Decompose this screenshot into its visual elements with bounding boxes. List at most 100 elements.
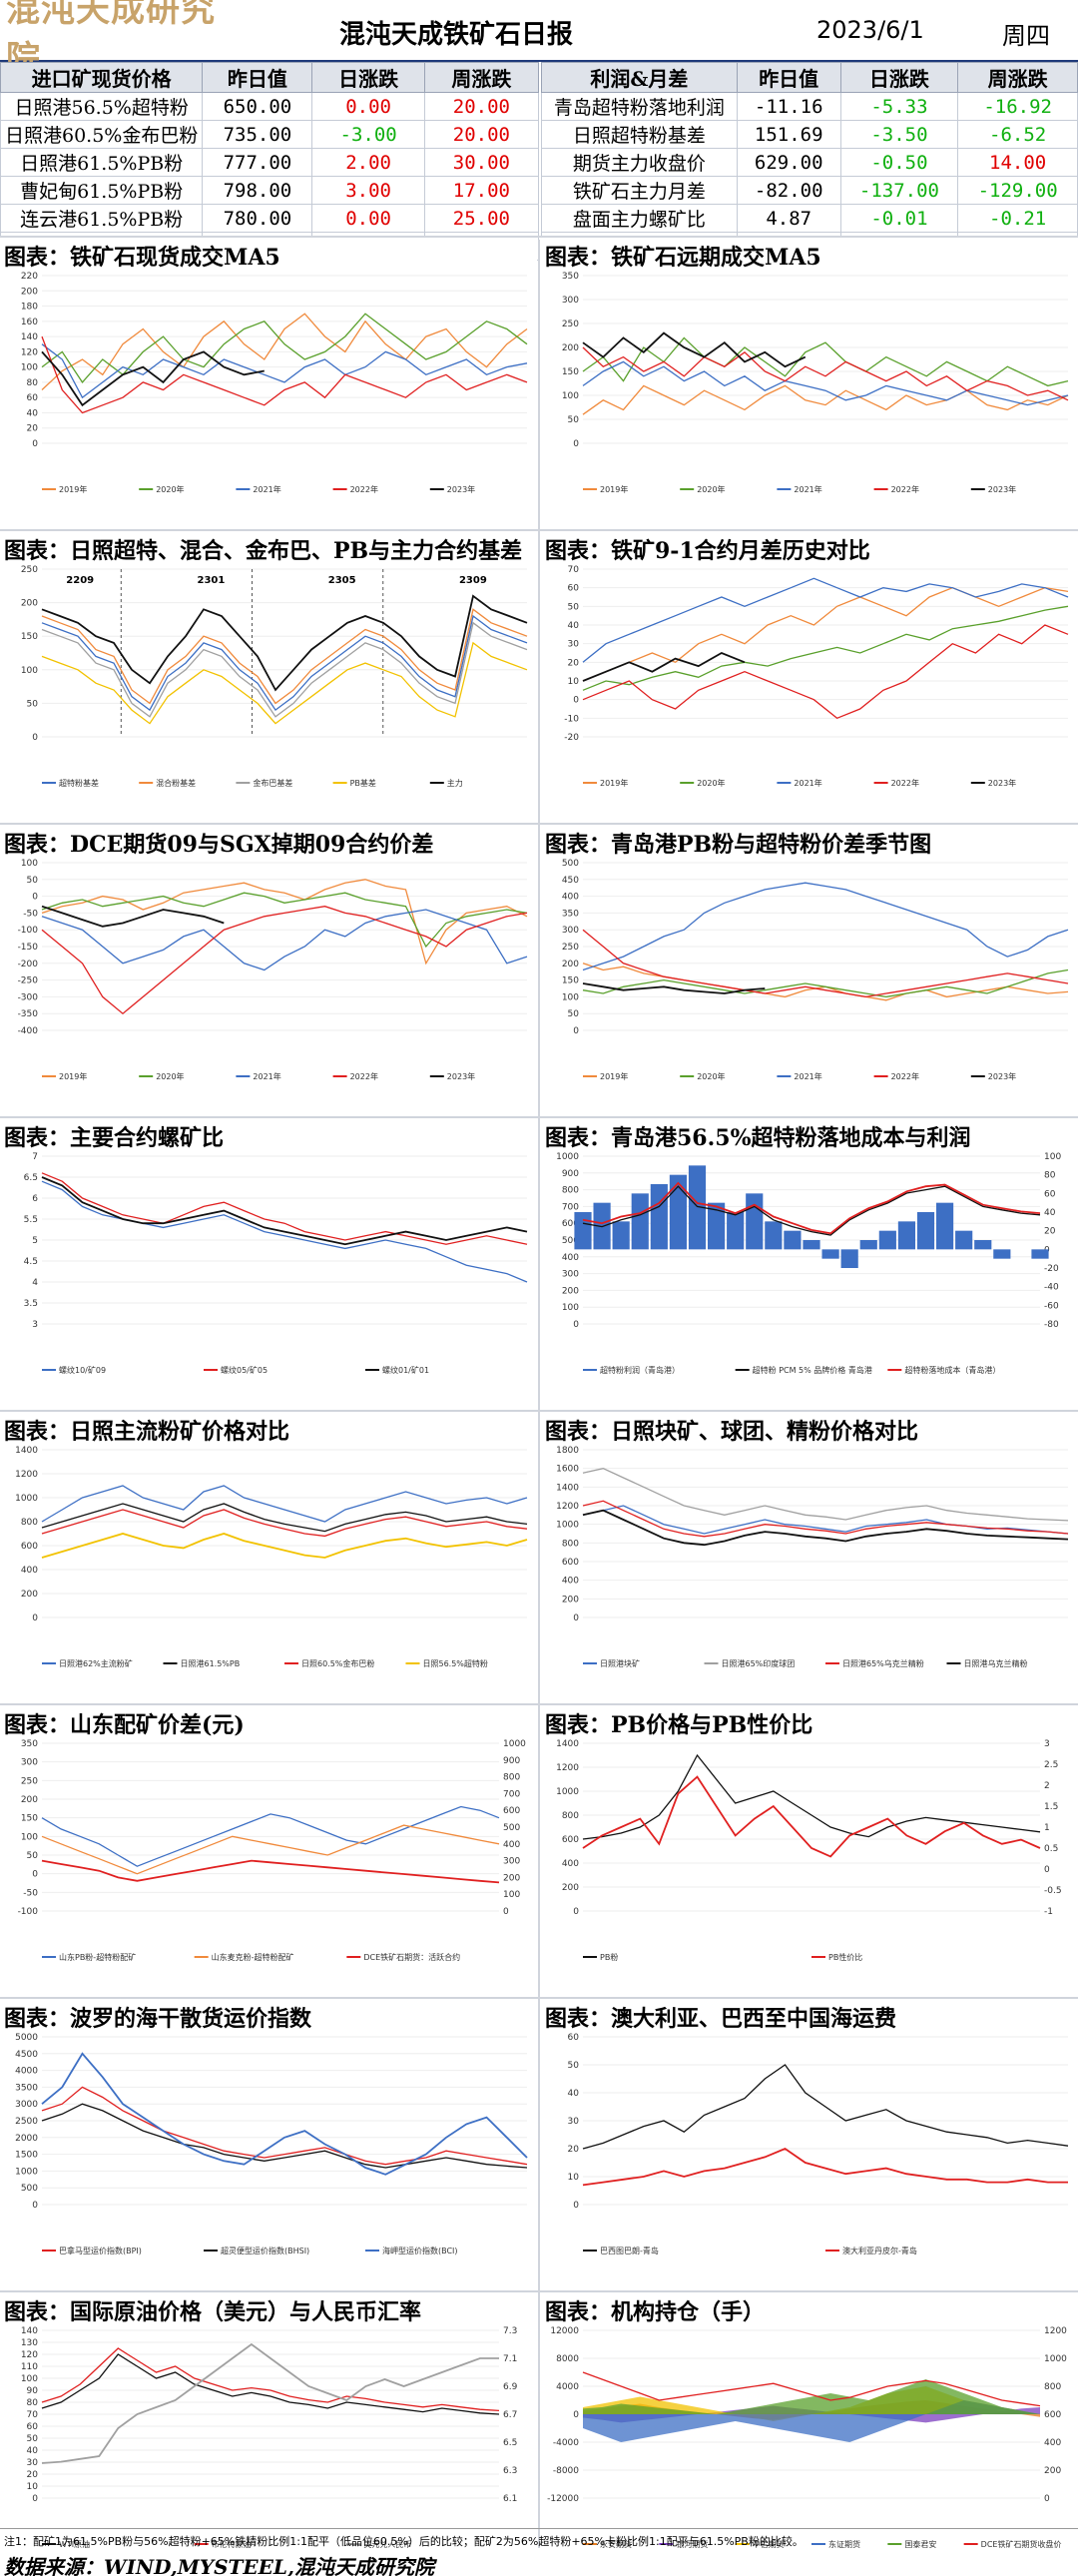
y-tick-label: 150: [562, 367, 579, 377]
series-line-0: [582, 1753, 1041, 1840]
y-tick-label: 150: [21, 632, 38, 642]
y2-tick-label: 0: [1044, 1865, 1050, 1875]
chart-svg: -400 -350 -300 -250 -200 -150 -100 -50 0 50 100 201…: [18, 859, 528, 1081]
y-tick-label: 200: [562, 960, 579, 969]
chart-panel-c3: 图表：日照超特、混合、金布巴、PB与主力合约基差 0 50 100 150 200 250 2…: [0, 531, 537, 799]
y-tick-label: 0: [32, 733, 38, 743]
y-tick-label: 0: [573, 2410, 579, 2420]
y-tick-label: 10: [568, 677, 580, 687]
report-footer: 注1：配矿1为61.5%PB粉与56%超特粉+65%铁精粉比例1:1配平（低品位…: [0, 2528, 1078, 2576]
series-line-0: [41, 2086, 528, 2166]
y-tick-label: 200: [562, 343, 579, 353]
y-tick-label: 130: [21, 2338, 38, 2348]
series-line-0: [41, 1485, 528, 1523]
y2-tick-label: 800: [1044, 2382, 1061, 2392]
y2-tick-label: 6.1: [503, 2494, 517, 2504]
profit-bar: [974, 1240, 992, 1250]
legend-label: 布伦特原油: [212, 2539, 252, 2549]
chart-panel-c15: 图表：国际原油价格（美元）与人民币汇率 0 10 20 30 40 50 60 70 80 90 10…: [0, 2292, 537, 2560]
legend-label: 2021年: [794, 484, 821, 494]
row-name: 日照港56.5%超特粉: [0, 92, 204, 121]
profit-bar: [688, 1165, 707, 1250]
y-tick-label: 80: [27, 2398, 39, 2408]
y-tick-label: 2500: [15, 2117, 38, 2127]
y2-tick-label: 1: [1044, 1823, 1050, 1833]
row-daily-change: -137.00: [839, 176, 959, 205]
footer-note: 注1：配矿1为61.5%PB粉与56%超特粉+65%铁精粉比例1:1配平（低品位…: [4, 2535, 804, 2548]
y-tick-label: 220: [21, 272, 38, 282]
profit-bar: [612, 1221, 630, 1250]
legend-label: 永安期货: [600, 2539, 632, 2549]
y-tick-label: 5.5: [24, 1215, 38, 1225]
y2-tick-label: -80: [1044, 1320, 1059, 1330]
y-tick-label: 20: [568, 2145, 580, 2155]
row-value: 780.00: [202, 204, 313, 233]
y-tick-label: 50: [27, 876, 39, 886]
y-tick-label: 3500: [15, 2083, 38, 2093]
y-tick-label: 150: [562, 976, 579, 986]
series-line-3: [41, 641, 528, 725]
y-tick-label: 800: [562, 1539, 579, 1549]
legend-label: 2020年: [697, 778, 725, 788]
y-tick-label: 200: [21, 1590, 38, 1600]
profit-bar: [803, 1240, 820, 1250]
y-tick-label: 700: [562, 1202, 579, 1212]
row-name: 日照超特粉基差: [541, 120, 738, 149]
y2-tick-label: -1: [1044, 1907, 1053, 1917]
y-tick-label: -12000: [547, 2494, 579, 2504]
legend-label: 日照港乌克兰精粉: [964, 1658, 1028, 1668]
series-line-2: [582, 1181, 1041, 1235]
y2-tick-label: -0.5: [1044, 1886, 1062, 1896]
y-tick-label: 5000: [15, 2033, 38, 2043]
legend-label: 银河期货: [676, 2539, 708, 2549]
series-line-3: [582, 929, 1069, 998]
legend-label: PB性价比: [828, 1952, 862, 1962]
y-tick-label: -50: [23, 1888, 38, 1898]
report-date: 2023/6/1: [816, 16, 924, 44]
y-tick-label: 140: [21, 332, 38, 342]
chart-title: 图表：青岛港PB粉与超特粉价差季节图: [545, 832, 932, 858]
legend-label: 2019年: [600, 778, 628, 788]
y2-tick-label: 0.5: [1044, 1844, 1058, 1854]
chart-title: 图表：DCE期货09与SGX掉期09合约价差: [4, 832, 434, 858]
series-line-4: [582, 331, 807, 368]
chart-svg: 0 200 400 600 800 1000 1200 1400 -1 -0.5 0 0.5 1 1.5 2…: [556, 1739, 1062, 1962]
legend-label: 2020年: [156, 1071, 184, 1081]
legend-label: 美元兑人民币: [363, 2539, 411, 2549]
legend-label: 超特粉利润（青岛港）: [600, 1365, 680, 1375]
y-tick-label: 10: [27, 2482, 39, 2492]
series-line-4: [582, 982, 766, 994]
series-line-4: [582, 652, 746, 682]
legend-label: 2022年: [350, 484, 378, 494]
y2-tick-label: 900: [503, 1756, 520, 1766]
y-tick-label: 250: [562, 320, 579, 329]
y-tick-label: 100: [21, 666, 38, 676]
row-name: 盘面主力螺矿比: [541, 204, 738, 233]
y-tick-label: 3.5: [24, 1299, 38, 1309]
y-tick-label: 0: [32, 893, 38, 903]
y-tick-label: -350: [18, 1009, 39, 1019]
y-tick-label: 250: [21, 1776, 38, 1786]
y-tick-label: 400: [562, 1577, 579, 1587]
chart-panel-c1: 图表：铁矿石现货成交MA5 0 20 40 60 80 100 120 140 160 180 200…: [0, 238, 537, 505]
legend-label: 2019年: [600, 1071, 628, 1081]
profit-bar: [897, 1221, 916, 1250]
chart-svg: 0 200 400 600 800 1000 1200 1400 1600 1800 日照港块矿 日照…: [556, 1446, 1069, 1668]
y-tick-label: -300: [18, 992, 39, 1002]
y-tick-label: 70: [568, 565, 580, 575]
chart-svg: 0 10 20 30 40 50 60 巴西图巴朗-青岛 澳大利亚丹皮尔-青岛: [568, 2033, 1069, 2255]
y2-tick-label: 1000: [503, 1739, 526, 1749]
y-tick-label: 100: [21, 363, 38, 373]
y-tick-label: 40: [568, 2089, 580, 2099]
y2-tick-label: 0: [503, 1907, 509, 1917]
profit-bar: [840, 1249, 858, 1268]
profit-bar: [993, 1249, 1011, 1259]
y-tick-label: 600: [562, 1219, 579, 1229]
y-tick-label: 0: [573, 1320, 579, 1330]
legend-label: PB基差: [350, 778, 376, 788]
series-line-3: [41, 906, 528, 1015]
y-tick-label: 300: [562, 296, 579, 306]
y-tick-label: 400: [21, 1566, 38, 1576]
series-area-4: [583, 2379, 1040, 2414]
row-weekly-change: -6.52: [957, 120, 1078, 149]
